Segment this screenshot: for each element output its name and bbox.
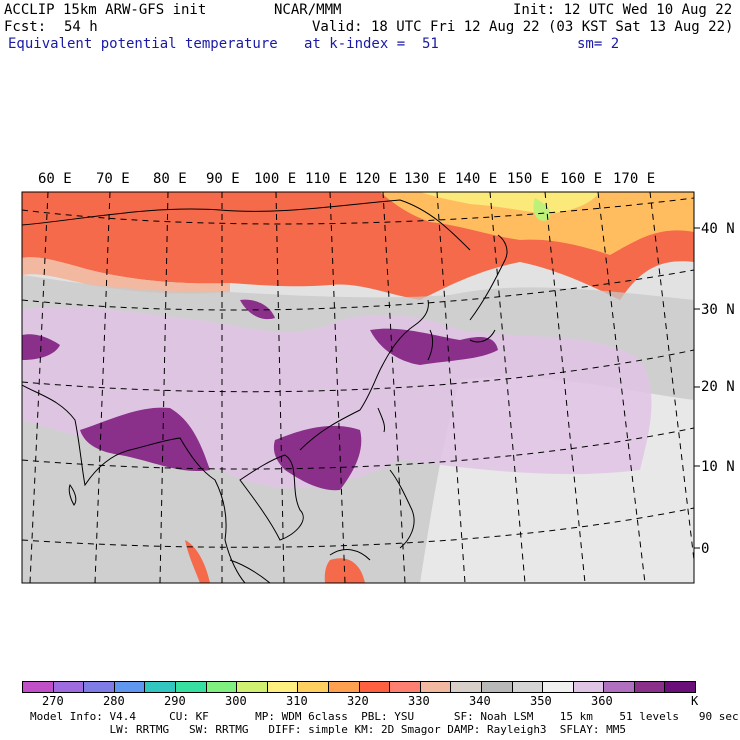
init-time: Init: 12 UTC Wed 10 Aug 22 bbox=[513, 2, 733, 18]
lon-label-90e: 90 E bbox=[206, 171, 240, 187]
purple-zone-tibet bbox=[240, 299, 275, 320]
orange-zone bbox=[380, 192, 694, 255]
colorbar-tick-360: 360 bbox=[591, 694, 613, 708]
model-info-line2: LW: RRTMG SW: RRTMG DIFF: simple KM: 2D … bbox=[30, 723, 627, 736]
purple-zone-bay bbox=[80, 407, 210, 472]
colorbar-swatch bbox=[328, 682, 360, 692]
colorbar-swatch bbox=[512, 682, 544, 692]
colorbar-tick-280: 280 bbox=[103, 694, 125, 708]
forecast-label: Fcst: bbox=[4, 19, 47, 35]
lon-label-150e: 150 E bbox=[507, 171, 550, 187]
lon-label-130e: 130 E bbox=[404, 171, 447, 187]
colorbar-swatch bbox=[665, 682, 696, 692]
colorbar-swatch bbox=[237, 682, 268, 692]
colorbar-tick-270: 270 bbox=[42, 694, 64, 708]
lat-label-40n: 40 N bbox=[701, 221, 735, 237]
lon-label-100e: 100 E bbox=[254, 171, 297, 187]
lat-label-10n: 10 N bbox=[701, 459, 735, 475]
lon-label-70e: 70 E bbox=[96, 171, 130, 187]
colorbar-swatch bbox=[390, 682, 421, 692]
level-label: at k-index = 51 bbox=[304, 36, 439, 52]
colorbar-swatch bbox=[53, 682, 85, 692]
orange-patch-sumatra bbox=[185, 540, 210, 583]
colorbar-swatch bbox=[114, 682, 146, 692]
lon-label-170e: 170 E bbox=[613, 171, 656, 187]
colorbar-swatch bbox=[573, 682, 605, 692]
colorbar-swatch bbox=[267, 682, 299, 692]
colorbar-swatch bbox=[451, 682, 482, 692]
colorbar-swatch bbox=[604, 682, 635, 692]
colorbar-swatch bbox=[298, 682, 329, 692]
axis-ticks bbox=[694, 227, 700, 549]
colorbar-tick-300: 300 bbox=[225, 694, 247, 708]
forecast-hours: 54 h bbox=[64, 19, 98, 35]
colorbar-swatch bbox=[543, 682, 574, 692]
colorbar-tick-330: 330 bbox=[408, 694, 430, 708]
colorbar-swatch bbox=[634, 682, 666, 692]
colorbar-swatch bbox=[175, 682, 207, 692]
colorbar-unit: K bbox=[691, 694, 699, 708]
colorbar-tick-310: 310 bbox=[286, 694, 308, 708]
model-info-line1: Model Info: V4.4 CU: KF MP: WDM 6class P… bbox=[30, 710, 739, 723]
green-patch bbox=[533, 198, 551, 221]
colorbar-tick-340: 340 bbox=[469, 694, 491, 708]
lon-label-80e: 80 E bbox=[153, 171, 187, 187]
coastlines bbox=[22, 199, 508, 583]
lon-label-160e: 160 E bbox=[560, 171, 603, 187]
colorbar-swatch bbox=[23, 682, 54, 692]
lat-label-20n: 20 N bbox=[701, 379, 735, 395]
colorbar-swatch bbox=[206, 682, 238, 692]
lon-label-120e: 120 E bbox=[355, 171, 398, 187]
valid-time: Valid: 18 UTC Fri 12 Aug 22 (03 KST Sat … bbox=[312, 19, 734, 35]
colorbar-swatch bbox=[84, 682, 115, 692]
smoothing-label: sm= 2 bbox=[577, 36, 620, 52]
colorbar-swatch bbox=[145, 682, 176, 692]
lat-label-30n: 30 N bbox=[701, 302, 735, 318]
colorbar-swatch bbox=[420, 682, 452, 692]
graticule bbox=[22, 192, 694, 583]
purple-zone-korea bbox=[370, 328, 498, 365]
colorbar-swatch bbox=[359, 682, 391, 692]
lon-label-110e: 110 E bbox=[305, 171, 348, 187]
lon-label-140e: 140 E bbox=[455, 171, 498, 187]
model-title: ACCLIP 15km ARW-GFS init bbox=[4, 2, 207, 18]
colorbar bbox=[22, 681, 696, 693]
yellow-zone bbox=[420, 192, 600, 214]
colorbar-swatch bbox=[481, 682, 513, 692]
lon-label-60e: 60 E bbox=[38, 171, 72, 187]
center-label: NCAR/MMM bbox=[274, 2, 342, 18]
field-name: Equivalent potential temperature bbox=[8, 36, 278, 52]
purple-zone-scs bbox=[273, 425, 362, 491]
colorbar-tick-320: 320 bbox=[347, 694, 369, 708]
lat-label-0: 0 bbox=[701, 541, 710, 557]
colorbar-tick-290: 290 bbox=[164, 694, 186, 708]
colorbar-tick-350: 350 bbox=[530, 694, 552, 708]
salmon-zone bbox=[22, 257, 230, 294]
